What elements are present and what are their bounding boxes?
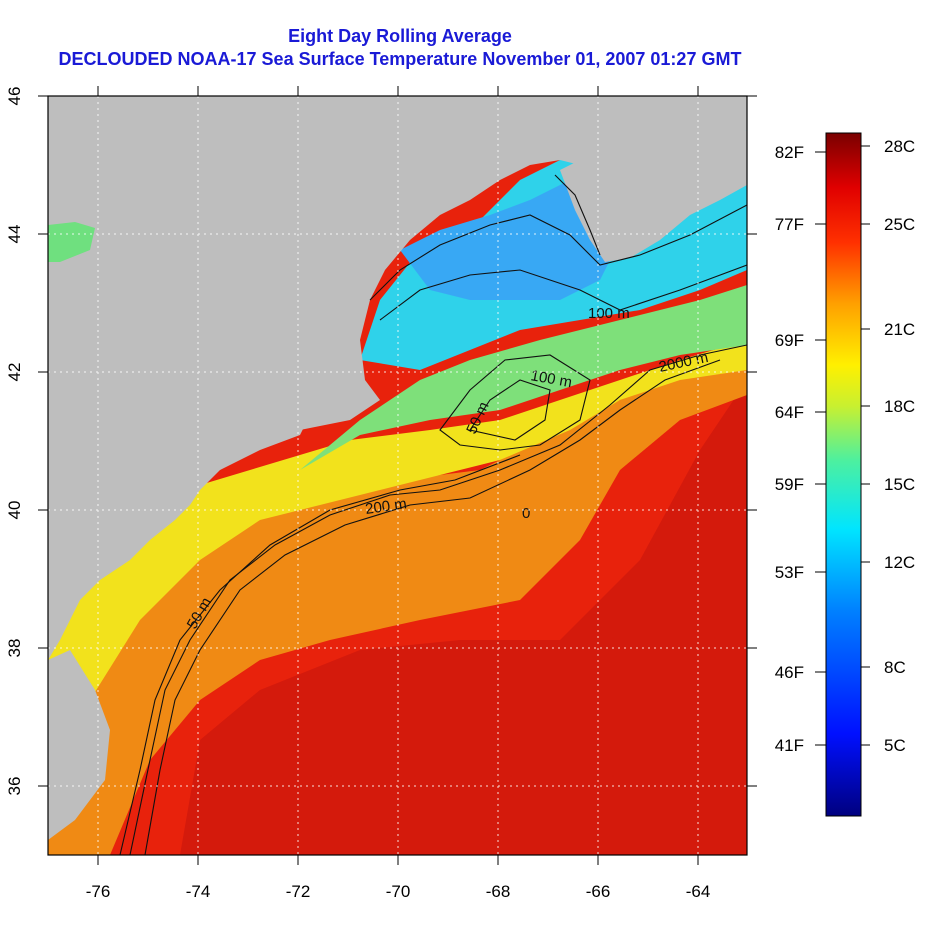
colorbar-fahrenheit-label: 59F (775, 475, 804, 494)
lon-tick-label: -68 (486, 882, 511, 901)
contour-label: 200 m (364, 495, 408, 518)
colorbar (825, 132, 862, 817)
colorbar-fahrenheit-label: 64F (775, 403, 804, 422)
contour-label: 100 m (529, 367, 573, 391)
land-virginia (48, 650, 110, 840)
contour-2000m (129, 344, 747, 855)
contour-georges-bank (439, 354, 591, 451)
contour-100m-north (369, 204, 747, 301)
colorbar-fahrenheit-label: 69F (775, 331, 804, 350)
colorbar-fahrenheit-label: 53F (775, 563, 804, 582)
colorbar-fahrenheit-label: 46F (775, 663, 804, 682)
land-nova-scotia (560, 130, 747, 262)
colorbar-celsius-label: 8C (884, 658, 906, 677)
colorbar-fahrenheit-label: 41F (775, 736, 804, 755)
colorbar-celsius-label: 15C (884, 475, 915, 494)
colorbar-celsius-label: 21C (884, 320, 915, 339)
colorbar-celsius-label: 5C (884, 736, 906, 755)
lat-tick-label: 46 (5, 87, 24, 106)
map-subtitle: DECLOUDED NOAA-17 Sea Surface Temperatur… (58, 49, 742, 69)
contour-50m (119, 454, 521, 855)
colorbar-ticks (815, 145, 870, 746)
lon-tick-label: -74 (186, 882, 211, 901)
land-mainland (48, 96, 747, 660)
colorbar-celsius-label: 25C (884, 215, 915, 234)
lon-tick-label: -76 (86, 882, 111, 901)
lat-tick-label: 42 (5, 363, 24, 382)
contour-georges-inner (469, 379, 551, 441)
transition-water (300, 285, 747, 470)
land-long-island (210, 425, 305, 470)
contour-100m-mid (379, 264, 747, 321)
contour-200m (144, 359, 721, 855)
map-title: Eight Day Rolling Average (288, 26, 512, 46)
lon-tick-label: -72 (286, 882, 311, 901)
contour-scotian (554, 174, 601, 256)
colorbar-celsius-label: 18C (884, 397, 915, 416)
lat-tick-label: 38 (5, 639, 24, 658)
lon-tick-label: -70 (386, 882, 411, 901)
lat-ticks (38, 95, 757, 787)
gulf-stream (180, 380, 747, 855)
lake-patch (48, 222, 95, 262)
contour-label: 100 m (588, 305, 630, 322)
colorbar-fahrenheit-label: 82F (775, 143, 804, 162)
lon-ticks (97, 86, 699, 865)
colorbar-celsius-label: 12C (884, 553, 915, 572)
colorbar-celsius-label: 28C (884, 137, 915, 156)
graticule (48, 96, 747, 855)
colorbar-fahrenheit-label: 77F (775, 215, 804, 234)
lat-tick-label: 36 (5, 777, 24, 796)
sst-map: 100 m 2000 m 100 m 50 m 200 m 50 m 0 (48, 96, 747, 855)
gulf-of-maine (400, 180, 620, 300)
depth-contours (119, 174, 747, 855)
lat-tick-label: 40 (5, 501, 24, 520)
contour-label: 0 (522, 505, 530, 522)
lon-tick-label: -64 (686, 882, 711, 901)
lon-tick-label: -66 (586, 882, 611, 901)
slope-orange (48, 365, 747, 855)
lat-tick-label: 44 (5, 225, 24, 244)
